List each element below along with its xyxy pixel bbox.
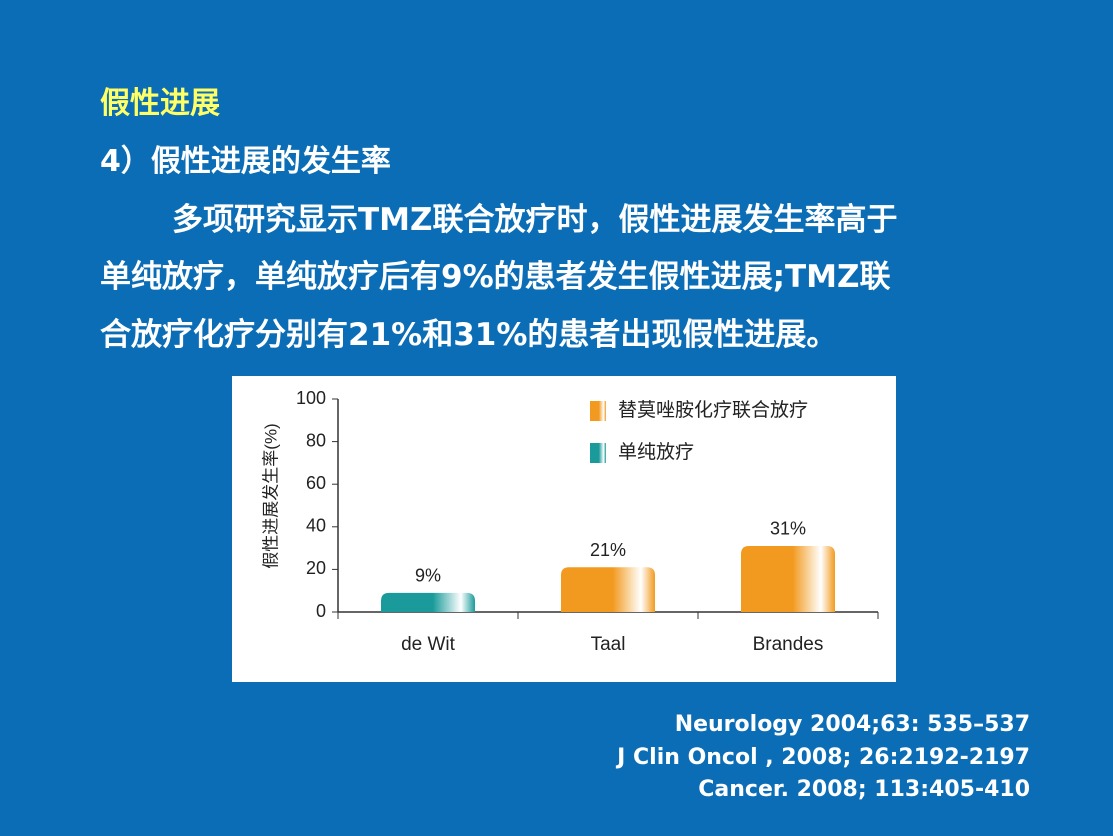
legend-label: 单纯放疗 — [618, 441, 694, 463]
x-tick-label: Brandes — [753, 634, 824, 655]
bar — [561, 567, 655, 612]
reference: Cancer. 2008; 113:405-410 — [698, 777, 1030, 802]
y-axis-label: 假性进展发生率(%) — [261, 423, 280, 568]
bar — [381, 592, 475, 612]
value-label: 31% — [770, 519, 806, 539]
value-label: 21% — [590, 540, 626, 560]
y-tick-label: 100 — [296, 388, 326, 408]
y-tick-label: 0 — [316, 601, 326, 621]
paragraph-line: 多项研究显示TMZ联合放疗时，假性进展发生率高于 — [172, 202, 898, 238]
y-tick-label: 40 — [306, 516, 326, 536]
reference: J Clin Oncol , 2008; 26:2192-2197 — [617, 745, 1030, 770]
reference: Neurology 2004;63: 535–537 — [674, 712, 1030, 737]
y-tick-label: 20 — [306, 558, 326, 578]
x-tick-label: Taal — [591, 634, 626, 655]
chart-background — [232, 376, 896, 682]
legend-swatch — [590, 401, 606, 421]
x-tick-label: de Wit — [401, 634, 456, 655]
value-label: 9% — [415, 566, 441, 586]
y-tick-label: 80 — [306, 430, 326, 450]
legend-swatch — [590, 443, 606, 463]
slide-subtitle: 4）假性进展的发生率 — [100, 144, 391, 179]
paragraph-line: 单纯放疗，单纯放疗后有9%的患者发生假性进展;TMZ联 — [100, 259, 891, 295]
y-tick-label: 60 — [306, 473, 326, 493]
paragraph-line: 合放疗化疗分别有21%和31%的患者出现假性进展。 — [100, 317, 838, 353]
legend-label: 替莫唑胺化疗联合放疗 — [618, 399, 808, 421]
bar — [741, 545, 835, 612]
slide-title: 假性进展 — [100, 86, 220, 121]
